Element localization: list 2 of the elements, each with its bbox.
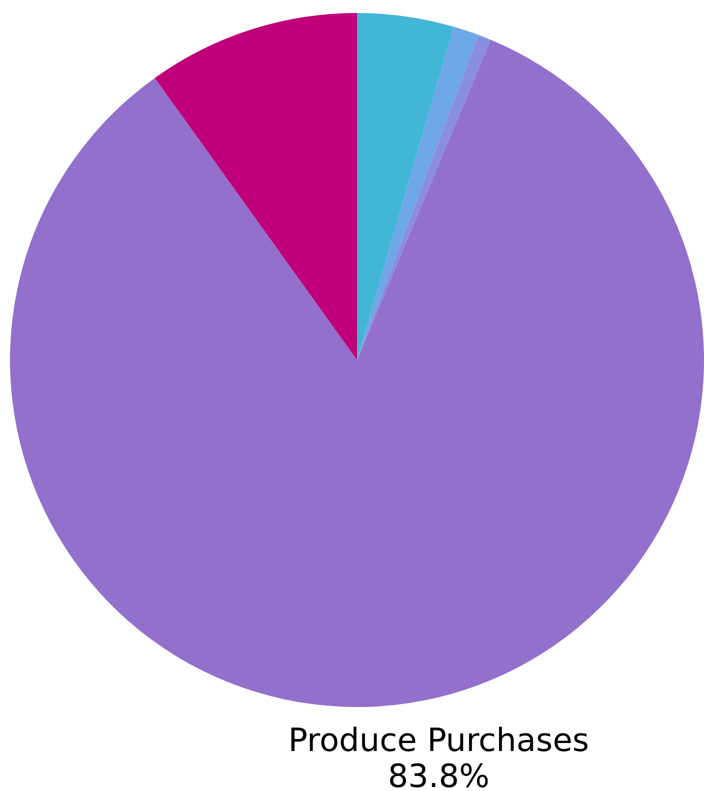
data-label: 83.8%: [388, 756, 490, 791]
slice-label: Produce Purchases: [288, 720, 590, 759]
